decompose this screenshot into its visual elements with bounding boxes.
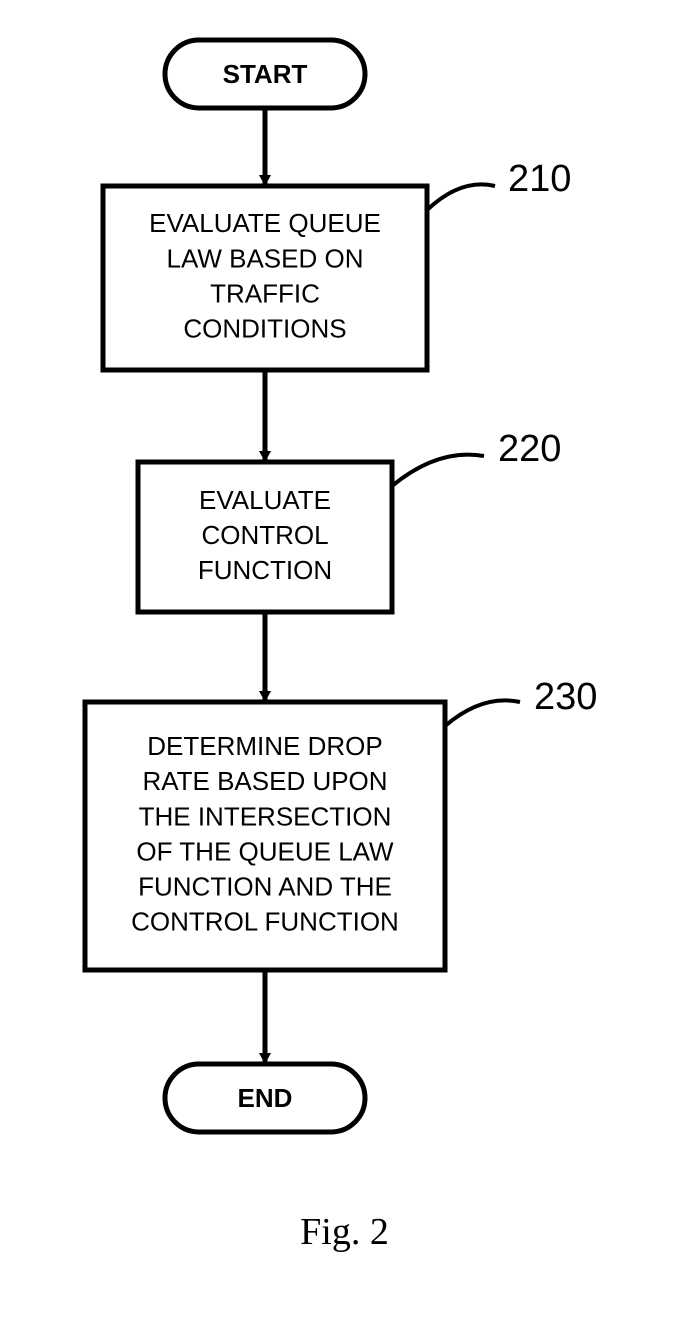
step210-ref: 210 (508, 158, 571, 201)
terminator-end: END (165, 1064, 365, 1132)
process-step210: EVALUATE QUEUE LAW BASED ON TRAFFIC CONDITI… (103, 184, 495, 370)
step210-line-0: EVALUATE QUEUE (149, 208, 381, 238)
step230-ref: 230 (534, 676, 597, 719)
process-step230: DETERMINE DROP RATE BASED UPON THE INTERSE… (85, 700, 520, 970)
step210-line-3: CONDITIONS (183, 314, 346, 344)
step210-line-1: LAW BASED ON (167, 243, 364, 273)
step220-line-2: FUNCTION (198, 555, 332, 585)
step230-line-5: CONTROL FUNCTION (131, 907, 399, 937)
step220-line-1: CONTROL (201, 520, 328, 550)
step230-leader (445, 700, 520, 726)
process-step220: EVALUATE CONTROL FUNCTION (138, 455, 484, 612)
step230-line-0: DETERMINE DROP (147, 731, 382, 761)
step210-leader (427, 184, 495, 210)
step220-leader (392, 455, 484, 486)
step220-ref: 220 (498, 428, 561, 471)
end-label: END (238, 1083, 293, 1113)
start-label: START (223, 59, 308, 89)
terminator-start: START (165, 40, 365, 108)
step220-line-0: EVALUATE (199, 485, 331, 515)
step230-line-4: FUNCTION AND THE (138, 872, 392, 902)
step230-line-2: THE INTERSECTION (139, 801, 392, 831)
step230-line-1: RATE BASED UPON (142, 766, 387, 796)
figure-caption: Fig. 2 (0, 1210, 689, 1254)
step230-line-3: OF THE QUEUE LAW (136, 836, 394, 866)
step210-line-2: TRAFFIC (210, 278, 320, 308)
